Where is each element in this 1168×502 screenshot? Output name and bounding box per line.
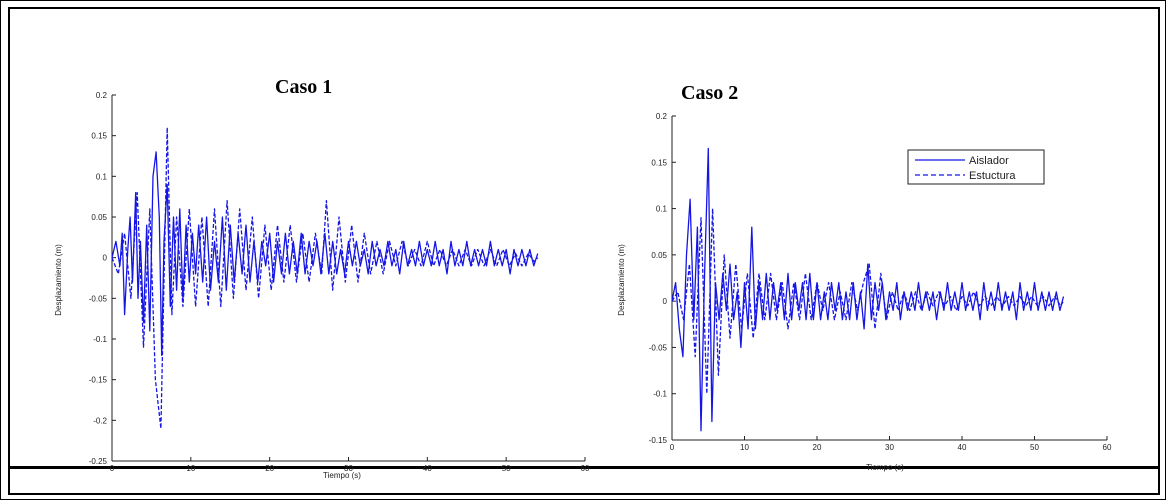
chart-1-xtick-label: 40 [423, 464, 432, 473]
chart-1-xtick-label: 0 [110, 464, 115, 473]
chart-2-xlabel: Tiempo (s) [866, 463, 904, 472]
chart-2-ytick-label: -0.05 [649, 343, 668, 352]
figure-inner-border [8, 7, 1160, 495]
chart-2-ytick-label: 0.15 [651, 158, 667, 167]
legend-label-estuctura: Estuctura [969, 170, 1016, 182]
chart-2-legend: Aislador Estuctura [907, 149, 1045, 185]
chart-2-xtick-label: 30 [885, 443, 894, 452]
chart-2-xtick-label: 10 [740, 443, 749, 452]
chart-2-ytick-label: 0.1 [656, 205, 668, 214]
chart-1-xtick-label: 30 [344, 464, 353, 473]
chart-1-ytick-label: -0.15 [89, 376, 108, 385]
chart-1-ytick-label: 0.05 [91, 213, 107, 222]
chart-2-xtick-label: 40 [958, 443, 967, 452]
chart-1-ytick-label: -0.05 [89, 294, 108, 303]
chart-2-ytick-label: 0.2 [656, 112, 668, 121]
chart-1-title: Caso 1 [275, 76, 332, 98]
chart-2-series-solid-line [671, 147, 1065, 432]
chart-1-ytick-label: -0.25 [89, 457, 108, 466]
chart-1-ytick-label: -0.1 [93, 335, 107, 344]
chart-1-ytick-label: 0 [103, 254, 108, 263]
chart-2-ylabel: Desplazamiento (m) [617, 244, 626, 316]
chart-1-series-solid-line [111, 151, 539, 356]
chart-1-ytick-label: 0.2 [96, 91, 108, 100]
chart-2-xtick-label: 50 [1030, 443, 1039, 452]
chart-2-title: Caso 2 [681, 82, 738, 104]
legend-box [907, 149, 1045, 185]
chart-1-xtick-label: 10 [186, 464, 195, 473]
chart-1-ytick-label: 0.15 [91, 132, 107, 141]
chart-1-series-dashed-line [111, 126, 539, 430]
figure-bottom-rule [8, 466, 1160, 469]
chart-1-xtick-label: 50 [502, 464, 511, 473]
legend-label-aislador: Aislador [969, 155, 1009, 167]
chart-1-xtick-label: 20 [265, 464, 274, 473]
chart-1-xlabel: Tiempo (s) [323, 471, 361, 480]
chart-2-xtick-label: 20 [813, 443, 822, 452]
chart-2-xtick-label: 60 [1103, 443, 1112, 452]
chart-1-xtick-label: 60 [581, 464, 590, 473]
chart-1-ytick-label: -0.2 [93, 416, 107, 425]
chart-2-xtick-label: 0 [670, 443, 675, 452]
chart-1-ytick-label: 0.1 [96, 172, 108, 181]
chart-2-ytick-label: 0.05 [651, 251, 667, 260]
chart-2-ytick-label: -0.15 [649, 436, 668, 445]
chart-2-ytick-label: 0 [663, 297, 668, 306]
chart-1-ylabel: Desplazamiento (m) [54, 244, 63, 316]
chart-2-ytick-label: -0.1 [653, 390, 667, 399]
chart-2-series-dashed-line [671, 207, 1065, 395]
